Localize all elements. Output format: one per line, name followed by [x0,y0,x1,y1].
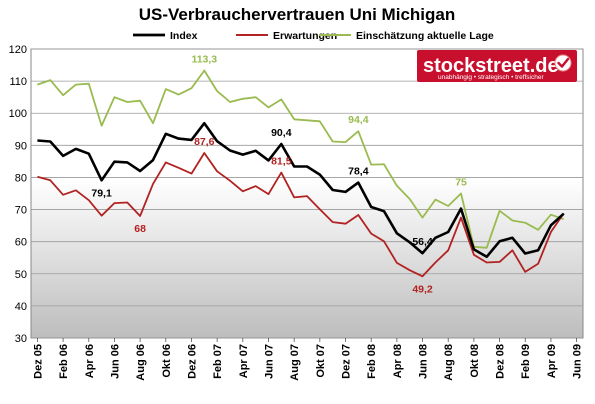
x-tick-label: Aug 06 [135,344,147,381]
x-tick-label: Jun 09 [572,344,584,379]
data-label: 75 [455,177,467,189]
y-axis: 30 40 50 60 70 80 90 100 110 120 [9,44,27,345]
series-line-1 [37,152,565,278]
x-tick-label: Okt 08 [469,344,481,378]
data-label: 81,5 [271,156,292,168]
x-tick-label: Dez 07 [341,344,353,379]
y-tick-label: 100 [9,108,27,120]
x-tick-label: Feb 06 [58,344,70,379]
x-tick-label: Apr 08 [392,344,404,378]
data-label: 90,4 [271,127,292,139]
x-tick-label: Apr 06 [84,344,96,378]
legend-entry: Erwartungen [273,30,337,42]
x-tick-label: Dez 06 [186,344,198,379]
y-tick-label: 110 [9,76,27,88]
checkmark-icon [557,57,570,68]
data-label: 49,2 [412,283,433,295]
x-tick-label: Aug 07 [289,344,301,381]
y-tick-label: 70 [15,205,27,217]
data-label: 68 [134,223,146,235]
x-tick-label: Jun 06 [109,344,121,379]
y-tick-label: 60 [15,237,27,249]
series-line-2 [37,69,564,249]
logo-background [417,50,577,82]
logo-name: stockstreet.de [423,55,559,77]
x-tick-label: Dez 08 [495,344,507,379]
x-tick-label: Apr 07 [238,344,250,378]
stockstreet-logo: stockstreet.de unabhängig • strategisch … [417,50,577,82]
x-tick-label: Okt 06 [161,344,173,378]
y-tick-label: 50 [15,269,27,281]
x-tick-label: Jun 07 [263,344,275,379]
data-label: 79,1 [91,187,112,199]
x-tick-label: Aug 08 [443,344,455,381]
x-tick-label: Feb 08 [366,344,378,379]
data-label: 87,6 [194,136,215,148]
chart-title: US-Verbrauchervertrauen Uni Michigan [139,5,455,24]
logo-tagline: unabhängig • strategisch • treffsicher [438,74,544,81]
y-tick-label: 90 [15,140,27,152]
legend: Index Erwartungen Einschätzung aktuelle La… [133,30,494,42]
y-tick-label: 120 [9,44,27,56]
data-label: 113,3 [191,54,217,66]
y-tick-label: 80 [15,172,27,184]
y-tick-label: 30 [15,333,27,345]
plot-area [30,48,584,339]
legend-entry: Einschätzung aktuelle Lage [356,30,494,42]
x-tick-label: Apr 09 [546,344,558,378]
x-tick-label: Feb 07 [212,344,224,379]
x-tick-label: Jun 08 [418,344,430,379]
data-label: 78,4 [348,166,369,178]
data-label: 56,4 [412,236,433,248]
series-line-0 [37,121,565,259]
x-tick-label: Okt 07 [315,344,327,378]
series-lines [37,69,565,278]
x-tick-label: Feb 09 [520,344,532,379]
x-axis: Dez 05 Feb 06 Apr 06 Jun 06 Aug 06 Okt 06 Dez … [32,338,584,381]
data-label: 94,4 [348,114,369,126]
legend-entry: Index [170,30,198,42]
annotations: 113,3 79,1 68 87,6 90,4 81,5 94,4 78,4 75 56,4 49,… [91,54,467,296]
x-tick-label: Dez 05 [32,344,44,379]
y-tick-label: 40 [15,301,27,313]
